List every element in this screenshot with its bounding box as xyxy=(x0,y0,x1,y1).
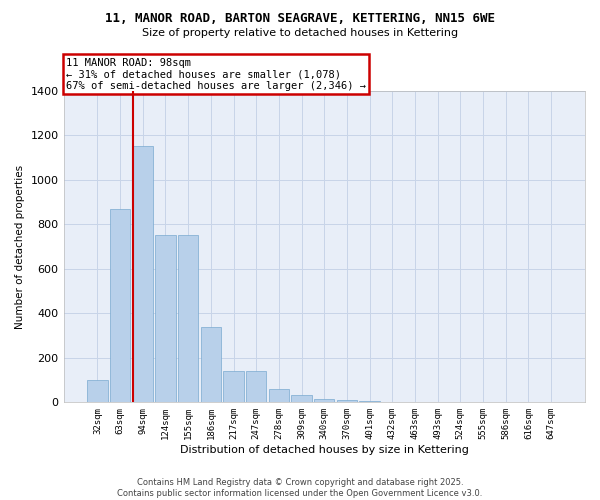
X-axis label: Distribution of detached houses by size in Kettering: Distribution of detached houses by size … xyxy=(180,445,469,455)
Y-axis label: Number of detached properties: Number of detached properties xyxy=(15,164,25,328)
Bar xyxy=(359,401,380,402)
Bar xyxy=(269,389,289,402)
Text: 11 MANOR ROAD: 98sqm
← 31% of detached houses are smaller (1,078)
67% of semi-de: 11 MANOR ROAD: 98sqm ← 31% of detached h… xyxy=(66,58,366,90)
Bar xyxy=(223,371,244,402)
Bar xyxy=(178,236,199,402)
Text: Size of property relative to detached houses in Kettering: Size of property relative to detached ho… xyxy=(142,28,458,38)
Bar xyxy=(337,400,357,402)
Bar xyxy=(314,399,334,402)
Bar xyxy=(155,236,176,402)
Bar xyxy=(200,326,221,402)
Bar xyxy=(87,380,107,402)
Bar xyxy=(110,208,130,402)
Bar xyxy=(246,371,266,402)
Text: Contains HM Land Registry data © Crown copyright and database right 2025.
Contai: Contains HM Land Registry data © Crown c… xyxy=(118,478,482,498)
Bar xyxy=(133,146,153,402)
Bar xyxy=(292,394,312,402)
Text: 11, MANOR ROAD, BARTON SEAGRAVE, KETTERING, NN15 6WE: 11, MANOR ROAD, BARTON SEAGRAVE, KETTERI… xyxy=(105,12,495,26)
